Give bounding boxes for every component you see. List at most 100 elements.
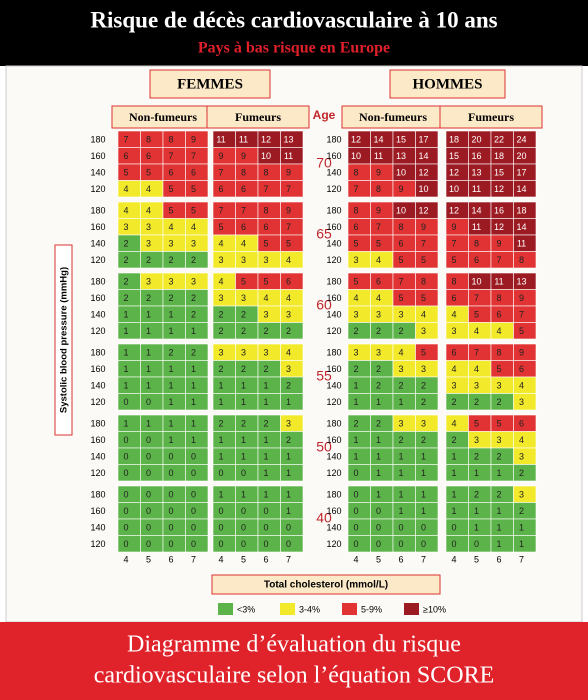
risk-cell (185, 180, 209, 198)
risk-value: 0 (146, 452, 151, 462)
sbp-label: 120 (326, 184, 341, 194)
risk-value: 1 (286, 468, 291, 478)
sbp-label: 160 (326, 222, 341, 232)
risk-value: 9 (421, 222, 426, 232)
sex-box (389, 69, 506, 99)
cholesterol-tick: 6 (496, 554, 501, 564)
risk-cell (212, 251, 236, 269)
risk-cell (185, 447, 209, 465)
risk-value: 1 (451, 468, 456, 478)
y-label-box (54, 244, 73, 436)
risk-cell (347, 447, 371, 465)
risk-value: 2 (123, 239, 128, 249)
risk-value: 4 (496, 326, 501, 336)
sbp-label: 180 (90, 135, 105, 145)
risk-value: 0 (263, 539, 268, 549)
risk-cell (490, 535, 514, 553)
risk-cell (415, 393, 439, 411)
risk-cell (445, 502, 469, 520)
risk-value: 7 (398, 277, 403, 287)
risk-value: 7 (218, 206, 223, 216)
risk-value: 17 (516, 168, 526, 178)
risk-value: 9 (286, 168, 291, 178)
risk-value: 16 (471, 151, 481, 161)
sbp-label: 120 (326, 539, 341, 549)
risk-cell (162, 464, 186, 482)
risk-cell (185, 518, 209, 536)
risk-value: 1 (263, 381, 268, 391)
risk-cell (392, 360, 416, 378)
risk-cell (117, 343, 141, 361)
risk-value: 0 (353, 539, 358, 549)
cholesterol-tick: 7 (286, 554, 291, 564)
cholesterol-tick: 6 (263, 554, 268, 564)
risk-value: 2 (376, 381, 381, 391)
risk-cell (257, 376, 281, 394)
risk-cell (235, 464, 259, 482)
risk-cell (257, 180, 281, 198)
risk-cell (257, 251, 281, 269)
risk-cell (185, 147, 209, 165)
risk-value: 1 (496, 468, 501, 478)
risk-value: 2 (286, 381, 291, 391)
risk-cell (280, 485, 304, 503)
risk-cell (257, 289, 281, 307)
risk-value: 7 (376, 222, 381, 232)
risk-cell (513, 305, 537, 323)
risk-value: 7 (474, 348, 479, 358)
risk-value: 3 (286, 419, 291, 429)
risk-value: 3 (218, 348, 223, 358)
sex-box (149, 69, 271, 99)
risk-value: 24 (516, 135, 526, 145)
risk-value: 1 (168, 419, 173, 429)
x-label: Total cholesterol (mmol/L) (264, 580, 388, 591)
risk-cell (392, 393, 416, 411)
risk-cell (513, 502, 537, 520)
risk-cell (235, 163, 259, 181)
risk-value: 3 (146, 277, 151, 287)
risk-value: 8 (496, 348, 501, 358)
risk-value: 3 (146, 222, 151, 232)
risk-value: 6 (519, 419, 524, 429)
risk-value: 2 (168, 348, 173, 358)
risk-value: 3 (353, 255, 358, 265)
risk-value: 9 (376, 206, 381, 216)
risk-cell (370, 163, 394, 181)
risk-cell (212, 464, 236, 482)
risk-value: 2 (146, 255, 151, 265)
risk-value: 2 (376, 364, 381, 374)
risk-value: 2 (496, 397, 501, 407)
risk-value: 0 (168, 523, 173, 533)
risk-value: 1 (353, 397, 358, 407)
risk-cell (347, 485, 371, 503)
risk-value: 1 (168, 364, 173, 374)
risk-value: 0 (146, 523, 151, 533)
risk-value: 22 (494, 135, 504, 145)
risk-value: 1 (353, 435, 358, 445)
risk-cell (117, 251, 141, 269)
risk-cell (513, 414, 537, 432)
risk-value: 4 (376, 255, 381, 265)
risk-cell (445, 289, 469, 307)
risk-cell (185, 360, 209, 378)
risk-cell (370, 360, 394, 378)
risk-cell (117, 464, 141, 482)
risk-value: 9 (286, 206, 291, 216)
risk-value: 18 (494, 151, 504, 161)
age-value: 55 (316, 368, 332, 384)
risk-value: 0 (353, 468, 358, 478)
risk-cell (162, 251, 186, 269)
cholesterol-tick: 4 (123, 554, 128, 564)
risk-cell (212, 322, 236, 340)
risk-cell (347, 360, 371, 378)
risk-cell (370, 464, 394, 482)
risk-cell (513, 431, 537, 449)
risk-value: 7 (496, 255, 501, 265)
risk-value: 1 (451, 452, 456, 462)
risk-value: 3 (421, 364, 426, 374)
risk-value: 2 (218, 326, 223, 336)
risk-cell (212, 218, 236, 236)
risk-cell (513, 393, 537, 411)
risk-value: 4 (263, 293, 268, 303)
risk-cell (257, 305, 281, 323)
